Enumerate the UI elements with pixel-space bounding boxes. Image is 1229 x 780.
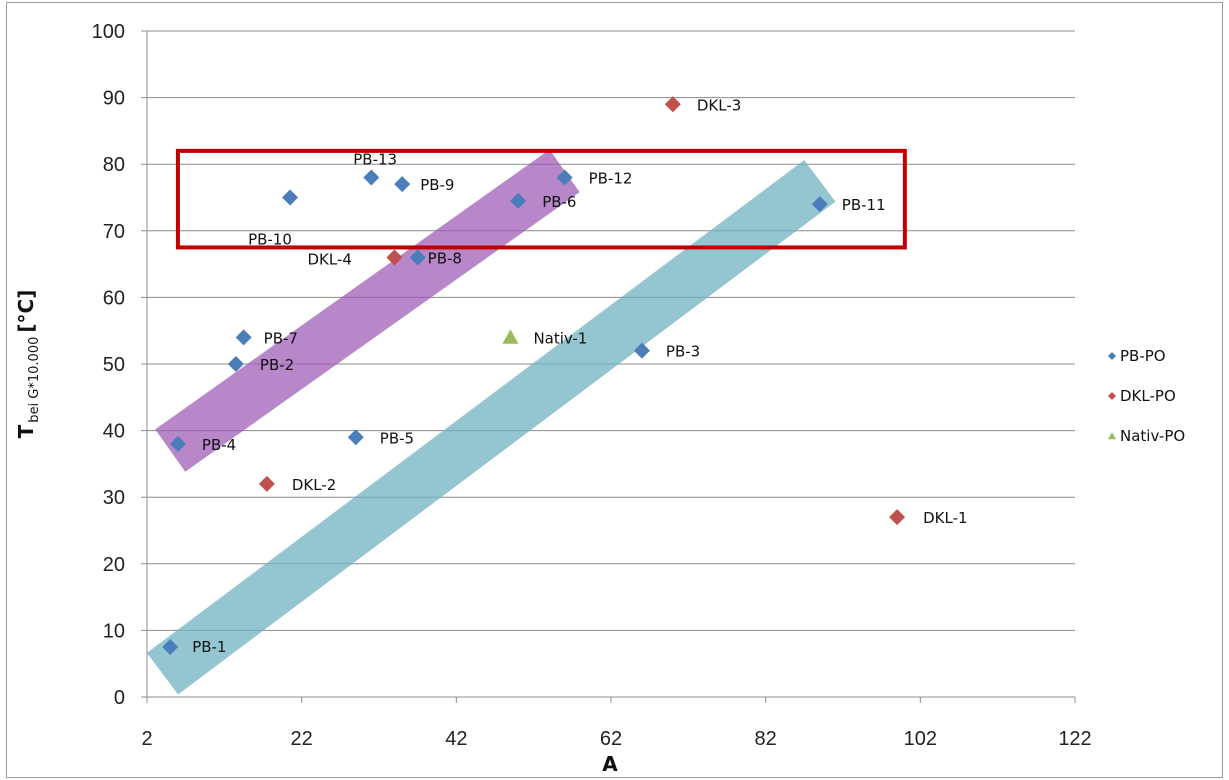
highlight-band bbox=[146, 160, 836, 695]
x-tick-label: 42 bbox=[445, 728, 467, 750]
pb-po-point bbox=[510, 192, 527, 209]
pb-po-point bbox=[811, 196, 828, 213]
highlight-rectangle bbox=[175, 148, 907, 250]
point-label: PB-5 bbox=[380, 429, 414, 447]
dkl-po-point bbox=[664, 96, 681, 113]
x-tick-label: 122 bbox=[1058, 728, 1091, 750]
legend-marker-pb-po bbox=[1108, 352, 1116, 360]
point-label: PB-13 bbox=[353, 151, 397, 169]
pb-po-point bbox=[633, 342, 650, 359]
y-tick-label: 10 bbox=[103, 620, 125, 642]
y-tick-label: 30 bbox=[103, 487, 125, 509]
pb-po-point bbox=[169, 435, 186, 452]
pb-po-point bbox=[347, 429, 364, 446]
y-tick-label: 60 bbox=[103, 287, 125, 309]
highlight-band bbox=[155, 149, 580, 472]
pb-po-point bbox=[394, 176, 411, 193]
x-axis-title: A bbox=[602, 752, 618, 776]
point-label: PB-12 bbox=[589, 170, 633, 188]
legend-marker-nativ-po bbox=[1108, 432, 1116, 440]
data-points bbox=[162, 96, 906, 656]
point-label: Nativ-1 bbox=[533, 329, 587, 347]
y-tick-label: 50 bbox=[103, 354, 125, 376]
point-label: PB-6 bbox=[542, 193, 576, 211]
point-label: DKL-2 bbox=[292, 476, 336, 494]
y-axis-title-unit: [°C] bbox=[14, 290, 38, 333]
y-tick-label: 0 bbox=[114, 687, 125, 709]
y-axis-title: Tbei G*10.000 [°C] bbox=[14, 290, 42, 439]
y-tick-label: 100 bbox=[92, 21, 125, 43]
dkl-po-point bbox=[386, 249, 403, 266]
point-label: PB-4 bbox=[202, 436, 236, 454]
x-tick-label: 102 bbox=[904, 728, 937, 750]
dkl-po-point bbox=[889, 509, 906, 526]
point-label: PB-8 bbox=[428, 249, 462, 267]
legend-label-dkl-po: DKL-PO bbox=[1120, 387, 1176, 405]
legend: PB-PO DKL-PO Nativ-PO bbox=[1108, 347, 1185, 445]
x-tick-label: 22 bbox=[291, 728, 313, 750]
dkl-po-point bbox=[258, 475, 275, 492]
point-label: PB-10 bbox=[248, 231, 292, 249]
pb-po-point bbox=[363, 169, 380, 186]
point-label: DKL-1 bbox=[923, 509, 967, 527]
point-label: PB-1 bbox=[192, 638, 226, 656]
y-tick-label: 40 bbox=[103, 421, 125, 443]
y-axis-title-subscript: bei G*10.000 bbox=[27, 337, 42, 423]
point-label: DKL-4 bbox=[307, 250, 351, 268]
y-tick-label: 20 bbox=[103, 554, 125, 576]
legend-marker-dkl-po bbox=[1108, 392, 1116, 400]
pb-po-point bbox=[409, 249, 426, 266]
x-tick-label: 62 bbox=[600, 728, 622, 750]
pb-po-point bbox=[162, 639, 179, 656]
x-tick-label: 82 bbox=[755, 728, 777, 750]
y-tick-label: 80 bbox=[103, 154, 125, 176]
legend-label-pb-po: PB-PO bbox=[1120, 347, 1166, 365]
pb-po-point bbox=[556, 169, 573, 186]
y-tick-label: 90 bbox=[103, 88, 125, 110]
x-tick-label: 2 bbox=[141, 728, 152, 750]
y-tick-label: 70 bbox=[103, 221, 125, 243]
point-label: DKL-3 bbox=[697, 96, 741, 114]
pb-po-point bbox=[235, 329, 252, 346]
point-label: PB-11 bbox=[842, 196, 886, 214]
point-label: PB-7 bbox=[264, 329, 298, 347]
y-axis-title-main: T bbox=[14, 424, 38, 438]
point-labels: PB-1 PB-2 PB-3 PB-4 PB-5 PB-6 PB-7 PB-8 PB-9 PB-1… bbox=[192, 96, 967, 656]
pb-po-point bbox=[282, 189, 299, 206]
pb-po-point bbox=[227, 356, 244, 372]
point-label: PB-2 bbox=[260, 356, 294, 374]
nativ-po-point bbox=[502, 329, 519, 344]
highlight-layer bbox=[146, 148, 907, 695]
point-label: PB-9 bbox=[420, 176, 454, 194]
legend-label-nativ-po: Nativ-PO bbox=[1120, 427, 1185, 445]
point-label: PB-3 bbox=[666, 343, 700, 361]
